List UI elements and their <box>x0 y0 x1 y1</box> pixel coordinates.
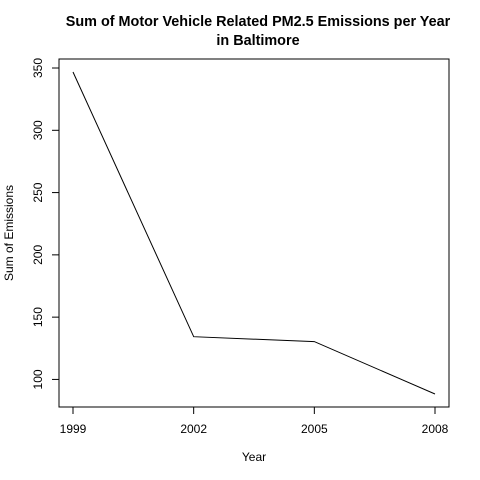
y-tick-label-250: 250 <box>31 182 45 202</box>
x-tick-label-1999: 1999 <box>60 422 87 436</box>
y-tick-label-100: 100 <box>31 369 45 389</box>
emissions-line <box>72 71 436 395</box>
plot-frame <box>58 58 450 408</box>
y-axis-label: Sum of Emissions <box>2 185 16 281</box>
series-group <box>72 71 436 395</box>
y-tick-label-150: 150 <box>31 307 45 327</box>
y-tick-label-200: 200 <box>31 245 45 265</box>
y-tick-label-350: 350 <box>31 58 45 78</box>
x-axis: 1999 2002 2005 2008 <box>60 406 449 436</box>
chart-title-line-1: Sum of Motor Vehicle Related PM2.5 Emiss… <box>66 14 451 30</box>
y-tick-label-300: 300 <box>31 120 45 140</box>
chart-title-line-2: in Baltimore <box>216 33 299 49</box>
y-axis: 100 150 200 250 300 350 <box>31 58 60 389</box>
x-tick-label-2002: 2002 <box>180 422 207 436</box>
x-axis-label: Year <box>242 450 266 464</box>
x-tick-label-2005: 2005 <box>301 422 328 436</box>
x-tick-label-2008: 2008 <box>422 422 449 436</box>
